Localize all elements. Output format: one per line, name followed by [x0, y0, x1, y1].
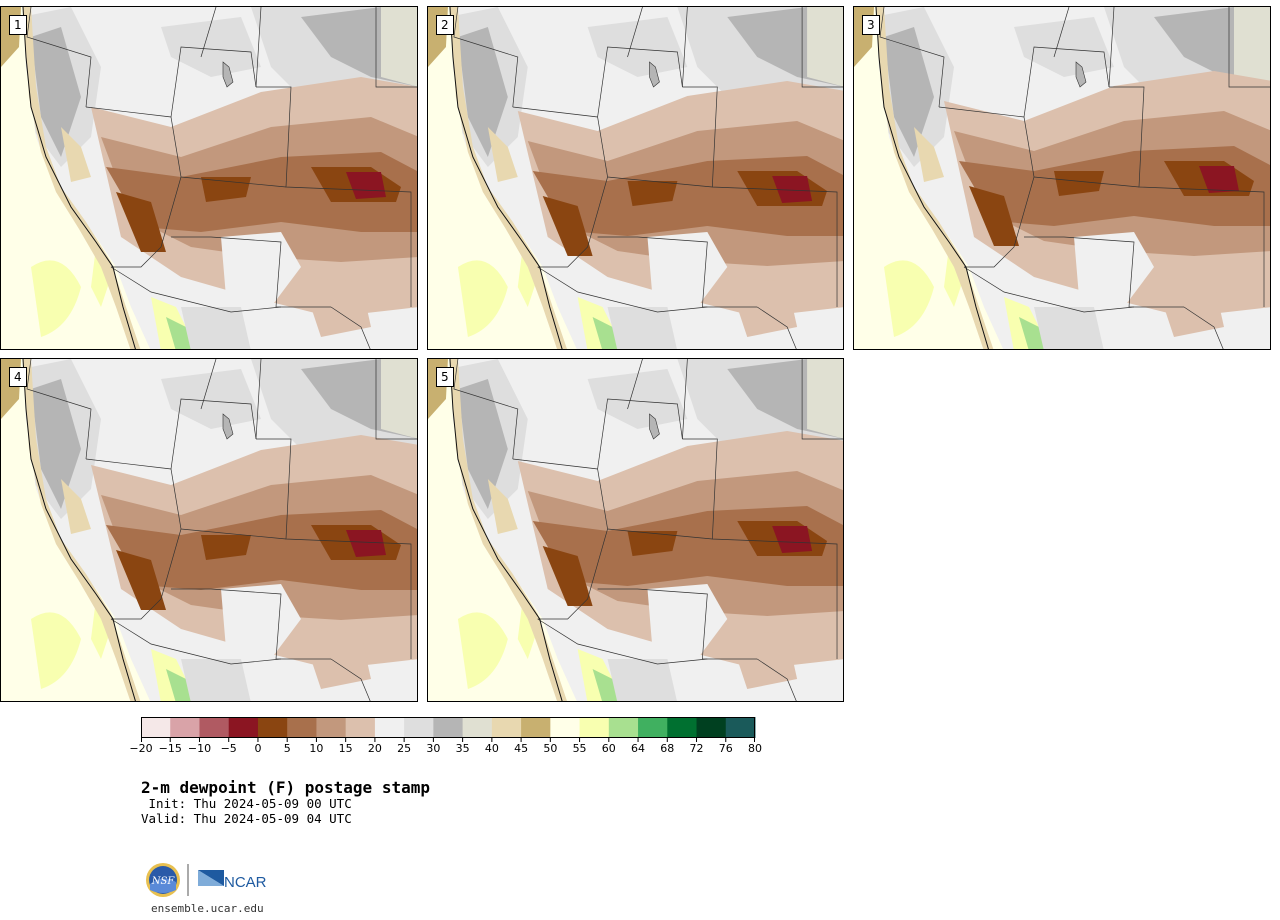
nsf-logo-icon: NSF [146, 863, 180, 897]
colorbar-segment [374, 717, 405, 738]
colorbar-tick-label: 60 [601, 742, 616, 755]
chart-title: 2-m dewpoint (F) postage stamp [141, 778, 430, 797]
colorbar-tick-label: 50 [543, 742, 558, 755]
colorbar-segment [521, 717, 551, 738]
colorbar-segment [579, 717, 610, 738]
svg-text:NCAR: NCAR [224, 874, 267, 891]
map-panel-1: 1 [0, 6, 418, 350]
panel-number-label: 5 [436, 367, 454, 387]
colorbar-segment [550, 717, 581, 738]
colorbar-tick-label: 35 [455, 742, 470, 755]
colorbar-tick-label: 5 [283, 742, 291, 755]
colorbar-tick-label: 20 [367, 742, 382, 755]
colorbar-tick-label: 64 [631, 742, 646, 755]
panel-number-label: 4 [9, 367, 27, 387]
colorbar-tick-label: 68 [660, 742, 675, 755]
map-panel-2: 2 [427, 6, 844, 350]
colorbar-tick-label: 55 [572, 742, 587, 755]
panel-number-label: 2 [436, 15, 454, 35]
dewpoint-map [1, 7, 417, 349]
colorbar-segment [345, 717, 376, 738]
colorbar-tick-label: −10 [187, 742, 212, 755]
colorbar-tick-label: −20 [129, 742, 153, 755]
colorbar-tick-label: 72 [689, 742, 704, 755]
dewpoint-map [854, 7, 1270, 349]
colorbar-segment [316, 717, 347, 738]
dewpoint-map [428, 7, 843, 349]
colorbar-segment [141, 717, 171, 738]
ncar-logo-icon: NCAR [198, 870, 267, 891]
colorbar-tick-label: 80 [748, 742, 762, 755]
colorbar-segment [491, 717, 522, 738]
init-time: Init: Thu 2024-05-09 00 UTC [141, 796, 352, 811]
panel-number-label: 3 [862, 15, 880, 35]
svg-text:NSF: NSF [151, 876, 176, 887]
colorbar-segment [404, 717, 434, 738]
colorbar-segment [696, 717, 727, 738]
colorbar-tick-label: −5 [220, 742, 237, 755]
dewpoint-colorbar [141, 717, 756, 742]
valid-time: Valid: Thu 2024-05-09 04 UTC [141, 811, 352, 826]
colorbar-tick-label: 15 [338, 742, 353, 755]
dewpoint-map [1, 359, 417, 701]
map-panel-3: 3 [853, 6, 1271, 350]
colorbar-tick-label: 30 [426, 742, 441, 755]
colorbar-tick-label: 0 [254, 742, 262, 755]
nsf-ncar-logos: NSF NCAR [146, 863, 267, 897]
colorbar-segment [608, 717, 639, 738]
site-url: ensemble.ucar.edu [151, 902, 264, 915]
colorbar-tick-label: 25 [397, 742, 412, 755]
colorbar-segment [287, 717, 317, 738]
colorbar-tick-label: 10 [309, 742, 324, 755]
colorbar-segment [199, 717, 230, 738]
colorbar-segment [638, 717, 668, 738]
colorbar-segment [170, 717, 200, 738]
map-panel-5: 5 [427, 358, 844, 702]
colorbar-segment [462, 717, 493, 738]
colorbar-segment [433, 717, 464, 738]
colorbar-tick-label: 45 [514, 742, 529, 755]
colorbar-tick-label: 76 [718, 742, 733, 755]
dewpoint-map [428, 359, 843, 701]
map-panel-4: 4 [0, 358, 418, 702]
colorbar-segment [228, 717, 259, 738]
colorbar-segment [667, 717, 698, 738]
colorbar-tick-label: −15 [158, 742, 182, 755]
colorbar-segment [725, 717, 756, 738]
colorbar-segment [257, 717, 288, 738]
colorbar-tick-label: 40 [484, 742, 499, 755]
panel-number-label: 1 [9, 15, 27, 35]
